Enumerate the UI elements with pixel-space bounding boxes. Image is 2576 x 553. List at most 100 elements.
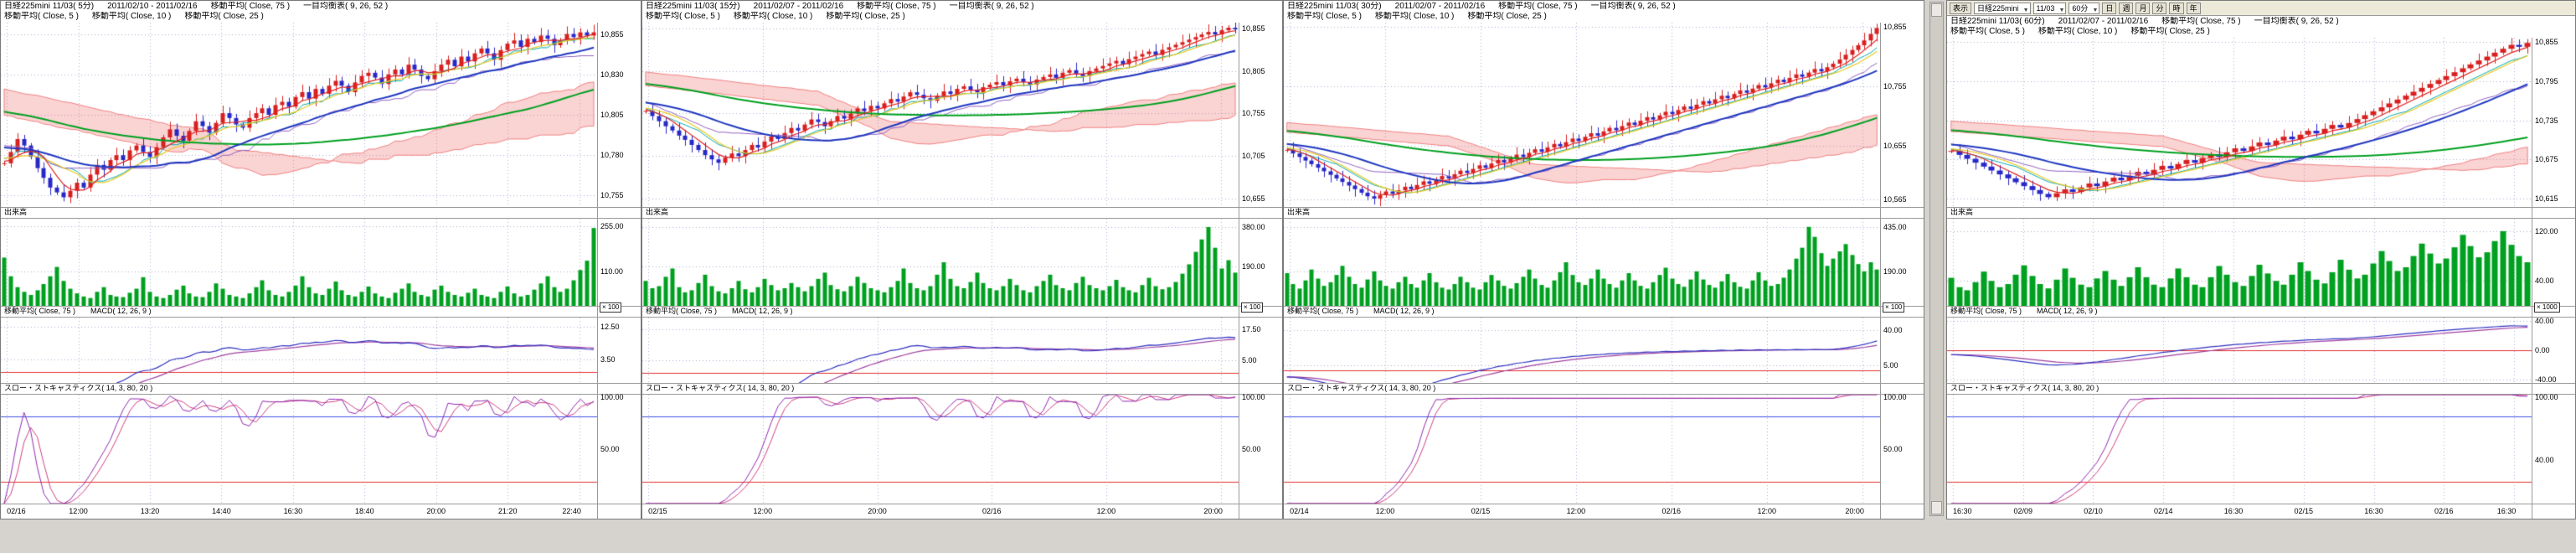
time-label: 02/14 [1290, 507, 1309, 515]
candlestick-canvas [642, 23, 1239, 207]
volume-chart[interactable] [1947, 219, 2532, 306]
time-label: 16:30 [1952, 507, 1972, 515]
time-label: 02/16 [7, 507, 26, 515]
price-chart[interactable] [1, 23, 597, 207]
indicator-ma75-label: 移動平均( Close, 75 ) [1498, 2, 1578, 11]
volume-chart[interactable] [642, 219, 1239, 306]
volume-title: 出来高 [646, 208, 669, 216]
volume-axis: × 1000 120.00 40.00 [2532, 219, 2575, 313]
stochastics-chart[interactable] [1947, 395, 2532, 504]
candlestick-canvas [1947, 38, 2532, 207]
volume-axis-label: 190.00 [1242, 261, 1265, 271]
time-label: 02/16 [2434, 507, 2454, 515]
stochastics-canvas [1284, 395, 1880, 504]
chart-header: 日経225mini 11/03( 15分) 2011/02/07 - 2011/… [642, 1, 1282, 23]
volume-chart[interactable] [1, 219, 597, 306]
volume-section-header: 出来高 [1, 207, 641, 219]
vertical-scrollbar[interactable] [1929, 2, 1944, 516]
volume-axis-label: 40.00 [2535, 276, 2554, 286]
volume-axis: × 100 380.00 190.00 [1239, 219, 1282, 313]
time-axis: 16:30 02/09 02/10 02/14 16:30 02/15 16:30 02/16… [1947, 504, 2575, 519]
ma-legend-item: 移動平均( Close, 5 ) [646, 12, 720, 21]
price-axis: 10,855 10,755 10,655 10,565 [1880, 23, 1924, 207]
candlestick-canvas [1284, 23, 1880, 207]
price-axis-label: 10,755 [600, 191, 624, 200]
chart-header: 日経225mini 11/03( 5分) 2011/02/10 - 2011/0… [1, 1, 641, 23]
time-label: 02/16 [1662, 507, 1682, 515]
window-separator [1924, 0, 1946, 519]
ma-legend-item: 移動平均( Close, 5 ) [1950, 27, 2025, 36]
period-button-1[interactable]: 日 [2102, 2, 2117, 14]
strip-axis-spacer [597, 307, 641, 317]
volume-section-header: 出来高 [1284, 207, 1924, 219]
stochastics-chart[interactable] [1284, 395, 1880, 504]
time-label: 02/09 [2013, 507, 2032, 515]
stochastics-chart[interactable] [1, 395, 597, 504]
ma-legend-item: 移動平均( Close, 10 ) [91, 12, 172, 21]
chart-header: 日経225mini 11/03( 30分) 2011/02/07 - 2011/… [1284, 1, 1924, 23]
macd-canvas [1284, 318, 1880, 383]
time-label: 20:00 [426, 507, 446, 515]
stochastics-axis-label: 100.00 [600, 392, 624, 401]
indicator-ma75-label: 移動平均( Close, 75 ) [857, 2, 936, 11]
macd-chart[interactable] [1, 318, 597, 383]
chart-title: 日経225mini 11/03( 60分) [1950, 17, 2045, 26]
time-label: 22:40 [562, 507, 581, 515]
macd-section-header: 移動平均( Close, 75 ) MACD( 12, 26, 9 ) [1, 306, 641, 318]
time-label: 18:40 [355, 507, 374, 515]
timeframe-select[interactable]: 60分 [2069, 2, 2100, 15]
volume-title: 出来高 [1287, 208, 1311, 216]
period-button-5[interactable]: 時 [2169, 2, 2184, 14]
ma-legend-item: 移動平均( Close, 10 ) [1374, 12, 1455, 21]
stochastics-axis-label: 100.00 [1883, 392, 1907, 401]
macd-chart[interactable] [642, 318, 1239, 383]
period-button-6[interactable]: 年 [2186, 2, 2201, 14]
volume-chart[interactable] [1284, 219, 1880, 306]
stochastics-canvas [642, 395, 1239, 504]
chart-date-range: 2011/02/07 - 2011/02/16 [753, 2, 844, 11]
macd-ma-label: 移動平均( Close, 75 ) [4, 307, 76, 315]
macd-chart[interactable] [1947, 318, 2532, 383]
stochastics-label: スロー・ストキャスティクス( 14, 3, 80, 20 ) [1287, 384, 1436, 392]
volume-section-header: 出来高 [1947, 207, 2575, 219]
contract-select[interactable]: 11/03 [2032, 2, 2067, 15]
ma-legend-item: 移動平均( Close, 10 ) [733, 12, 813, 21]
macd-chart[interactable] [1284, 318, 1880, 383]
price-axis-label: 10,780 [600, 151, 624, 160]
period-button-3[interactable]: 月 [2136, 2, 2151, 14]
chart-title: 日経225mini 11/03( 30分) [1287, 2, 1382, 11]
ma-legend: 移動平均( Close, 5 ) 移動平均( Close, 10 ) 移動平均( C… [646, 12, 1279, 22]
macd-section-header: 移動平均( Close, 75 ) MACD( 12, 26, 9 ) [1284, 306, 1924, 318]
macd-axis: 17.50 5.00 [1239, 318, 1282, 383]
macd-canvas [1, 318, 597, 383]
time-label: 12:00 [1096, 507, 1116, 515]
ma-legend-item: 移動平均( Close, 10 ) [2038, 27, 2118, 36]
strip-axis-spacer [1880, 384, 1924, 394]
macd-canvas [642, 318, 1239, 383]
period-button-4[interactable]: 分 [2152, 2, 2167, 14]
time-label: 20:00 [868, 507, 887, 515]
indicator-ichimoku-label: 一目均衡表( 9, 26, 52 ) [2254, 17, 2339, 26]
volume-axis-label: 190.00 [1883, 266, 1907, 276]
symbol-select[interactable]: 日経225mini [1974, 2, 2031, 15]
macd-label: MACD( 12, 26, 9 ) [2037, 307, 2098, 315]
time-label: 21:20 [497, 507, 518, 515]
ma-legend: 移動平均( Close, 5 ) 移動平均( Close, 10 ) 移動平均( C… [1950, 27, 2572, 37]
price-chart[interactable] [642, 23, 1239, 207]
period-button-2[interactable]: 週 [2119, 2, 2134, 14]
stochastics-axis: 100.00 40.00 [2532, 393, 2575, 504]
chart-header: 日経225mini 11/03( 60分) 2011/02/07 - 2011/… [1947, 16, 2575, 38]
price-axis: 10,855 10,830 10,805 10,780 10,755 [597, 23, 641, 207]
chart-date-range: 2011/02/07 - 2011/02/16 [2058, 17, 2149, 26]
display-menu-button[interactable]: 表示 [1950, 2, 1972, 14]
time-label: 12:00 [69, 507, 88, 515]
price-chart[interactable] [1947, 38, 2532, 207]
stochastics-axis: 100.00 50.00 [597, 392, 641, 504]
price-axis-label: 10,565 [1883, 194, 1907, 204]
strip-axis-spacer [597, 208, 641, 218]
chart-title: 日経225mini 11/03( 15分) [646, 2, 740, 11]
price-chart[interactable] [1284, 23, 1880, 207]
volume-canvas [1, 219, 597, 306]
stochastics-chart[interactable] [642, 395, 1239, 504]
